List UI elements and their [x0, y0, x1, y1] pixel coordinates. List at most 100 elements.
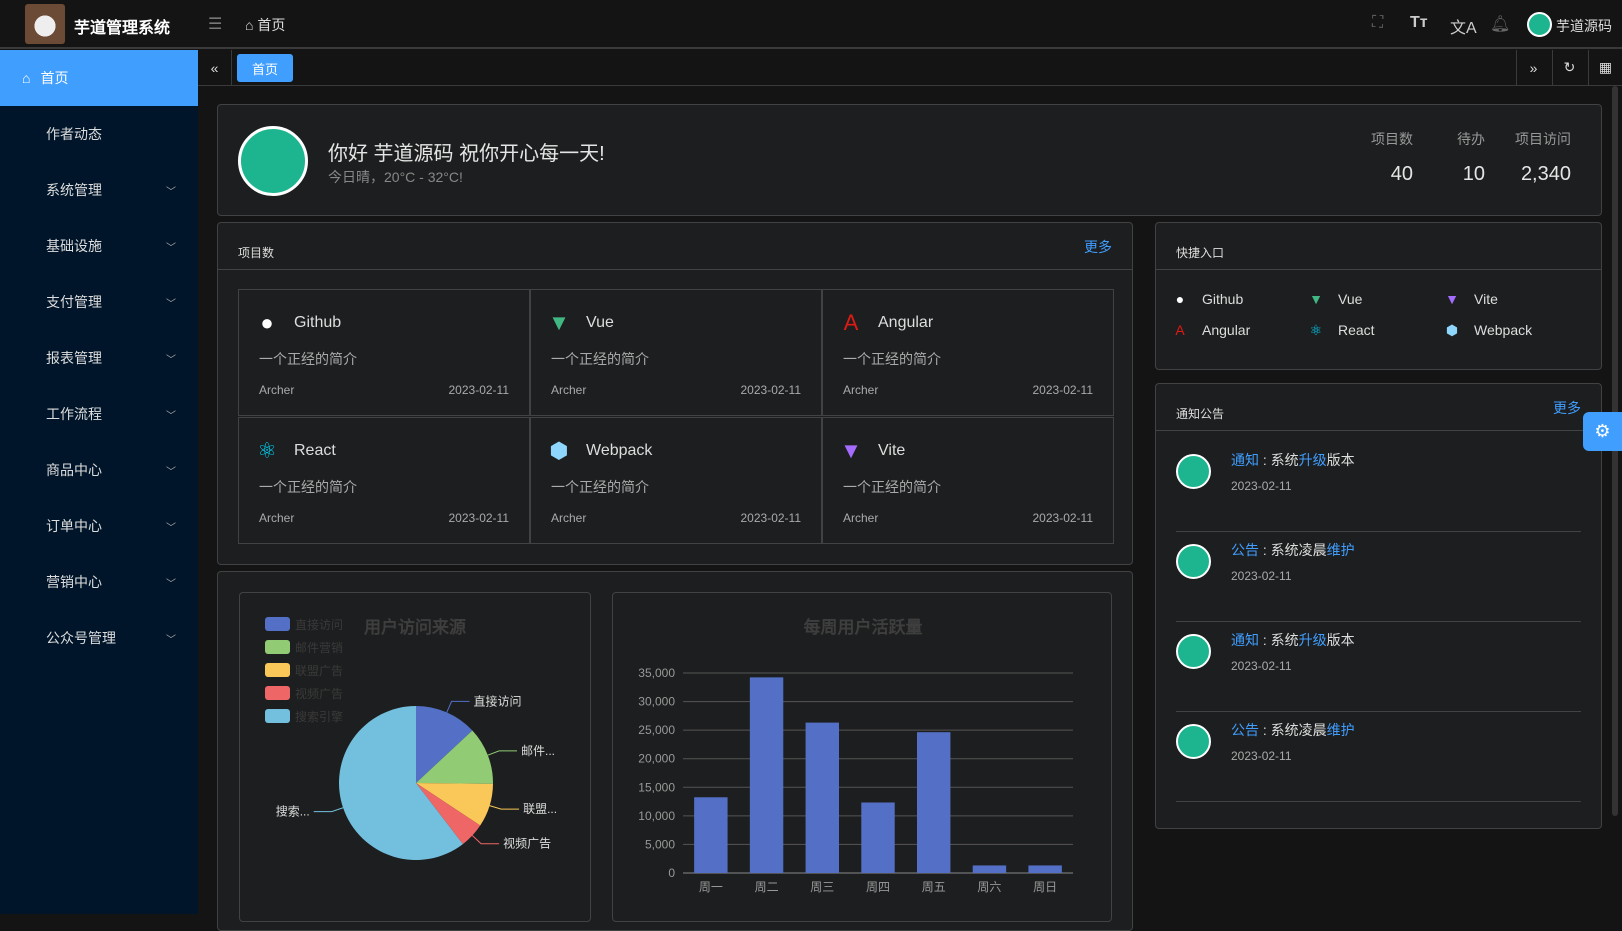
pie-label-line [471, 835, 500, 845]
project-card[interactable]: A Angular 一个正经的简介 Archer 2023-02-11 [822, 289, 1114, 416]
grid-menu-icon[interactable]: ▦ [1588, 50, 1622, 85]
shortcut-item[interactable]: ● Github [1170, 291, 1243, 307]
breadcrumb[interactable]: ⌂ 首页 [245, 17, 286, 33]
bar [749, 677, 784, 873]
project-card[interactable]: ⚛ React 一个正经的简介 Archer 2023-02-11 [238, 417, 530, 544]
pie-label: 邮件... [521, 744, 555, 758]
bar [861, 802, 895, 873]
chevron-down-icon: ﹀ [166, 242, 176, 254]
vue-icon: ▼ [1309, 291, 1323, 307]
y-tick-label: 35,000 [638, 666, 675, 680]
projects-more-link[interactable]: 更多 [1084, 239, 1112, 255]
x-tick-label: 周一 [699, 880, 723, 894]
notice-item[interactable]: 公告 : 系统凌晨维护 2023-02-11 [1176, 712, 1581, 802]
menu-collapse-icon[interactable]: ☰ [208, 16, 223, 33]
react-icon: ⚛ [1309, 322, 1323, 338]
translate-icon[interactable]: 文A [1450, 20, 1477, 37]
legend-label: 视频广告 [295, 686, 343, 701]
logo [25, 4, 65, 44]
project-card[interactable]: ● Github 一个正经的简介 Archer 2023-02-11 [238, 289, 530, 416]
angular-icon: A [843, 310, 859, 335]
pie-label-line [313, 807, 344, 813]
font-size-icon[interactable]: Tт [1410, 14, 1428, 31]
pie-slice [416, 730, 493, 784]
settings-gear-icon[interactable]: ⚙ [1583, 412, 1622, 451]
welcome-card: 你好 芋道源码 祝你开心每一天! 今日晴，20°C - 32°C! 项目数 40 待… [217, 104, 1602, 216]
username[interactable]: 芋道源码 [1556, 18, 1612, 34]
y-tick-label: 25,000 [638, 723, 675, 737]
shortcut-item[interactable]: ⬢ Webpack [1442, 322, 1532, 339]
sidebar-item[interactable]: 基础设施 ﹀ [46, 238, 176, 254]
sidebar-item[interactable]: 系统管理 ﹀ [46, 182, 176, 198]
shortcut-item[interactable]: A Angular [1170, 322, 1250, 338]
bar [972, 865, 1007, 873]
shortcut-item[interactable]: ▼ Vite [1442, 291, 1498, 307]
scroll-left-icon[interactable]: « [198, 50, 232, 85]
webpack-icon: ⬢ [549, 438, 569, 463]
fullscreen-icon[interactable]: ⛶ [1372, 14, 1384, 31]
pie-label: 联盟... [523, 802, 557, 816]
user-avatar[interactable] [1527, 12, 1552, 37]
projects-card: 项目数 更多 ● Github 一个正经的简介 Archer 2023-02-11 ▼ Vu… [217, 222, 1133, 565]
sidebar-item[interactable]: ⌂ 首页 [0, 50, 198, 106]
chevron-down-icon: ﹀ [166, 410, 176, 422]
vue-icon: ▼ [548, 310, 570, 335]
shortcut-item[interactable]: ⚛ React [1306, 322, 1375, 339]
sidebar-item[interactable]: 商品中心 ﹀ [46, 462, 176, 478]
shortcuts-card: 快捷入口 ● Github ▼ Vue ▼ Vite A Angular ⚛ React ⬢ Webp… [1155, 222, 1602, 370]
project-card[interactable]: ▼ Vite 一个正经的简介 Archer 2023-02-11 [822, 417, 1114, 544]
github-icon: ● [1175, 291, 1185, 307]
sidebar-item[interactable]: 支付管理 ﹀ [46, 294, 176, 310]
sidebar-item[interactable]: 工作流程 ﹀ [46, 406, 176, 422]
scroll-right-icon[interactable]: » [1516, 50, 1550, 85]
chart-title: 每周用户活跃量 [804, 617, 923, 637]
y-tick-label: 30,000 [638, 695, 675, 709]
notice-item[interactable]: 通知 : 系统升级版本 2023-02-11 [1176, 442, 1581, 532]
sidebar-item[interactable]: 订单中心 ﹀ [46, 518, 176, 534]
legend-swatch [265, 686, 290, 700]
legend-swatch [265, 709, 290, 723]
welcome-avatar [238, 126, 308, 196]
y-tick-label: 5,000 [645, 837, 675, 851]
pie-label: 搜索... [276, 804, 310, 819]
angular-icon: A [1175, 322, 1185, 338]
x-tick-label: 周二 [755, 880, 779, 894]
project-card[interactable]: ▼ Vue 一个正经的简介 Archer 2023-02-11 [530, 289, 822, 416]
pie-chart-panel: 用户访问来源 直接访问 邮件营销 联盟广告 视频广告 搜索引擎 直接访问 邮件... 联盟...… [239, 592, 591, 922]
x-tick-label: 周六 [977, 880, 1001, 894]
tabs-bar: « 首页 » ↻ ▦ [198, 50, 1622, 86]
bar [1028, 865, 1062, 873]
pie-chart: 用户访问来源直接访问邮件营销联盟广告视频广告搜索引擎直接访问邮件...联盟...… [265, 617, 557, 860]
y-tick-label: 15,000 [638, 780, 675, 794]
x-tick-label: 周三 [810, 880, 834, 894]
bell-icon[interactable]: 🔔︎ [1490, 16, 1511, 33]
top-header: 芋道管理系统 ☰ ⌂ 首页 ⛶ Tт 文A 🔔︎ 芋道源码 [0, 0, 1622, 49]
tab-home[interactable]: 首页 [237, 54, 293, 82]
github-icon: ● [260, 310, 274, 335]
sidebar-item[interactable]: 报表管理 ﹀ [46, 350, 176, 366]
notice-item[interactable]: 通知 : 系统升级版本 2023-02-11 [1176, 622, 1581, 712]
legend-label: 邮件营销 [295, 641, 343, 655]
pie-slice [416, 706, 473, 783]
refresh-icon[interactable]: ↻ [1552, 50, 1586, 85]
chevron-down-icon: ﹀ [166, 466, 176, 478]
vite-icon: ▼ [840, 438, 862, 463]
notices-more-link[interactable]: 更多 [1553, 400, 1581, 416]
notice-item[interactable]: 公告 : 系统凌晨维护 2023-02-11 [1176, 532, 1581, 622]
y-tick-label: 0 [668, 866, 675, 880]
sidebar-item[interactable]: 营销中心 ﹀ [46, 574, 176, 590]
sidebar-item[interactable]: 作者动态 [46, 126, 102, 142]
chevron-down-icon: ﹀ [166, 522, 176, 534]
shortcut-item[interactable]: ▼ Vue [1306, 291, 1362, 307]
chevron-down-icon: ﹀ [166, 186, 176, 198]
scrollbar[interactable] [1612, 86, 1618, 816]
greeting: 你好 芋道源码 祝你开心每一天! [328, 143, 605, 165]
pie-label: 直接访问 [474, 693, 522, 708]
bar [917, 732, 951, 873]
x-tick-label: 周日 [1033, 880, 1057, 894]
project-card[interactable]: ⬢ Webpack 一个正经的简介 Archer 2023-02-11 [530, 417, 822, 544]
stat-item: 待办 10 [1457, 131, 1485, 185]
sidebar-item[interactable]: 公众号管理 ﹀ [46, 630, 176, 646]
pie-label-line [489, 805, 520, 810]
chevron-down-icon: ﹀ [166, 634, 176, 646]
